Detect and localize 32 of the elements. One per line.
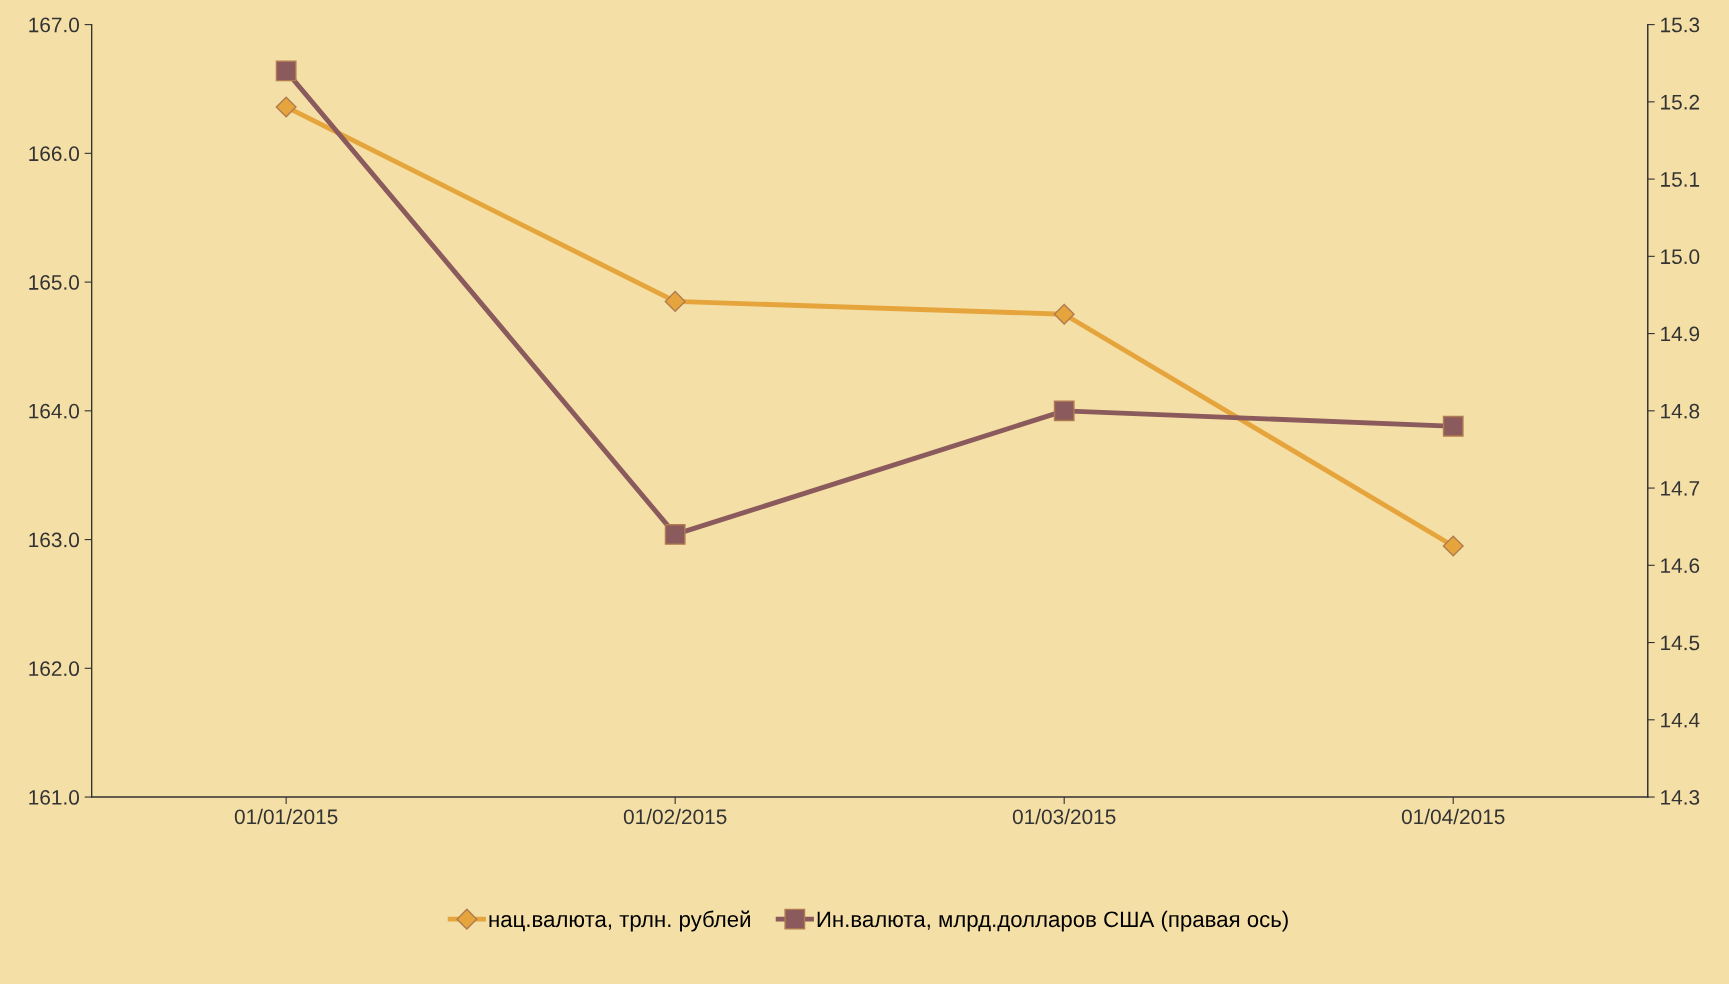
y2-tick-label: 14.9 [1661, 326, 1700, 342]
y-tick-label: 167.0 [29, 17, 80, 33]
legend-label: нац.валюта, трлн. рублей [489, 910, 750, 932]
y2-tick-label: 14.3 [1661, 790, 1700, 805]
legend-label: Ин.валюта, млрд.долларов США (правая ось) [817, 910, 1288, 932]
point [664, 290, 686, 312]
y-tick-label: 161.0 [29, 790, 80, 805]
y2-tick-label: 15.2 [1661, 94, 1700, 110]
y2-tick-label: 14.5 [1661, 635, 1700, 651]
point [1442, 535, 1464, 557]
y-tick-label: 164.0 [29, 403, 80, 419]
y2-tick-label: 14.7 [1661, 481, 1700, 496]
y-tick-label: 165.0 [29, 275, 80, 290]
y-tick-label: 166.0 [29, 146, 80, 162]
x-tick-label: 01/03/2015 [1012, 808, 1116, 825]
point [1442, 415, 1464, 437]
x-tick-label: 01/02/2015 [623, 808, 727, 825]
point [1053, 400, 1075, 422]
y2-tick-label: 15.0 [1661, 249, 1700, 265]
point [664, 523, 686, 545]
x-tick-label: 01/01/2015 [234, 808, 338, 825]
x-tick-label: 01/04/2015 [1401, 808, 1505, 825]
y2-tick-label: 14.8 [1661, 403, 1700, 419]
point [275, 60, 297, 82]
point [1053, 303, 1075, 325]
point [275, 96, 297, 118]
y2-tick-label: 15.3 [1661, 17, 1700, 33]
y-tick-label: 162.0 [29, 661, 80, 677]
y-tick-label: 163.0 [29, 532, 80, 548]
y2-tick-label: 15.1 [1661, 172, 1700, 187]
y2-tick-label: 14.6 [1661, 558, 1700, 574]
y2-tick-label: 14.4 [1661, 713, 1700, 728]
